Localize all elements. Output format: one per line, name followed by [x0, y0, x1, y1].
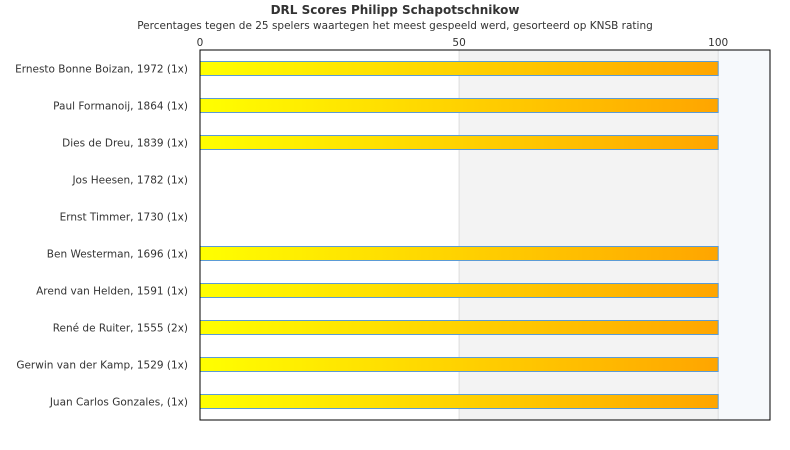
x-tick-label: 0: [197, 37, 204, 49]
category-label: Jos Heesen, 1782 (1x): [71, 175, 188, 187]
chart-subtitle: Percentages tegen de 25 spelers waartege…: [137, 20, 653, 32]
category-label: Ernesto Bonne Boizan, 1972 (1x): [15, 64, 188, 76]
band-100-plus: [718, 50, 770, 420]
bar: [199, 135, 719, 150]
bar: [199, 246, 719, 261]
bar: [199, 61, 719, 76]
category-label: Gerwin van der Kamp, 1529 (1x): [16, 360, 188, 372]
chart-title: DRL Scores Philipp Schapotschnikow: [270, 3, 520, 17]
bar: [199, 320, 719, 335]
x-tick-label: 100: [708, 37, 728, 49]
category-label: René de Ruiter, 1555 (2x): [53, 323, 188, 335]
plot-border: [199, 49, 771, 421]
category-label: Ben Westerman, 1696 (1x): [47, 249, 188, 261]
bar: [199, 98, 719, 113]
category-label: Paul Formanoij, 1864 (1x): [53, 101, 188, 113]
category-label: Dies de Dreu, 1839 (1x): [62, 138, 188, 150]
bar: [199, 394, 719, 409]
x-tick-label: 50: [452, 37, 465, 49]
category-label: Juan Carlos Gonzales, (1x): [49, 397, 188, 409]
category-label: Arend van Helden, 1591 (1x): [36, 286, 188, 298]
bar: [199, 283, 719, 298]
bar: [199, 357, 719, 372]
category-label: Ernst Timmer, 1730 (1x): [60, 212, 188, 224]
